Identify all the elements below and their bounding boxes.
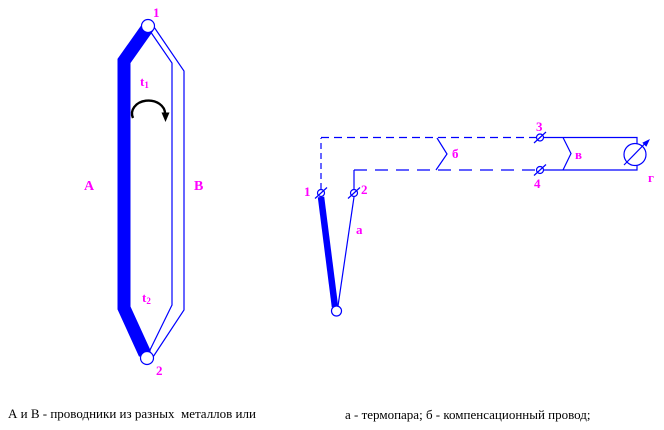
- measurement-circuit-figure: 1 2 3 4 а б в г: [304, 119, 654, 317]
- millivoltmeter-needle-arrowhead-icon: [642, 139, 650, 147]
- terminal-3-symbol: [533, 131, 547, 144]
- terminal-2-slash: [347, 187, 361, 199]
- conductor-b-inner-line: [148, 30, 173, 353]
- label-terminal-1: 1: [304, 184, 311, 199]
- label-conductor-b: В: [194, 179, 203, 194]
- label-temp-t1: t1: [140, 74, 149, 90]
- millivoltmeter-needle: [623, 143, 646, 166]
- caption-left: А и В - проводники из разных металлов ил…: [8, 379, 256, 430]
- terminal-4-slash: [533, 164, 547, 176]
- thermocouple-thick-leg: [317, 196, 339, 308]
- thermocouple-thin-leg: [337, 196, 355, 307]
- terminal-2-symbol: [347, 187, 361, 199]
- label-temp-t2: t2: [142, 290, 151, 306]
- label-compensation-wire-b: б: [452, 146, 459, 161]
- conductor-b-outer-line: [152, 26, 185, 358]
- label-junction-1: 1: [153, 5, 160, 20]
- hot-junction-circle: [140, 18, 156, 34]
- label-copper-wire-v: в: [575, 147, 582, 162]
- label-conductor-a: А: [84, 179, 95, 194]
- thermocouple-hot-end-circle: [330, 305, 343, 317]
- terminal-1-symbol: [314, 187, 328, 199]
- break-mark-v: [562, 137, 572, 171]
- terminal-4-symbol: [533, 164, 547, 176]
- label-terminal-3: 3: [536, 119, 543, 134]
- caption-left-line1: А и В - проводники из разных металлов ил…: [8, 406, 256, 421]
- rotation-arrowhead-icon: [161, 112, 170, 122]
- terminal-1-slash: [314, 187, 328, 199]
- break-mark-b: [435, 137, 448, 171]
- conductor-a-band: [117, 23, 154, 357]
- terminal-3-slash: [533, 131, 547, 144]
- label-junction-2: 2: [156, 363, 163, 378]
- cold-junction-circle: [139, 350, 155, 366]
- copper-wire-bottom: [544, 164, 638, 171]
- label-terminal-2: 2: [361, 182, 368, 197]
- caption-right-line1: а - термопара; б - компенсационный прово…: [345, 407, 591, 422]
- rotation-arc: [130, 99, 167, 119]
- thermocouple-loop-figure: 1 t1 А В t2 2: [84, 5, 203, 378]
- label-thermocouple-a: а: [356, 222, 363, 237]
- label-millivoltmeter-g: г: [648, 170, 654, 185]
- caption-right: а - термопара; б - компенсационный прово…: [345, 380, 591, 430]
- label-terminal-4: 4: [534, 176, 541, 191]
- copper-wire-top: [544, 136, 638, 145]
